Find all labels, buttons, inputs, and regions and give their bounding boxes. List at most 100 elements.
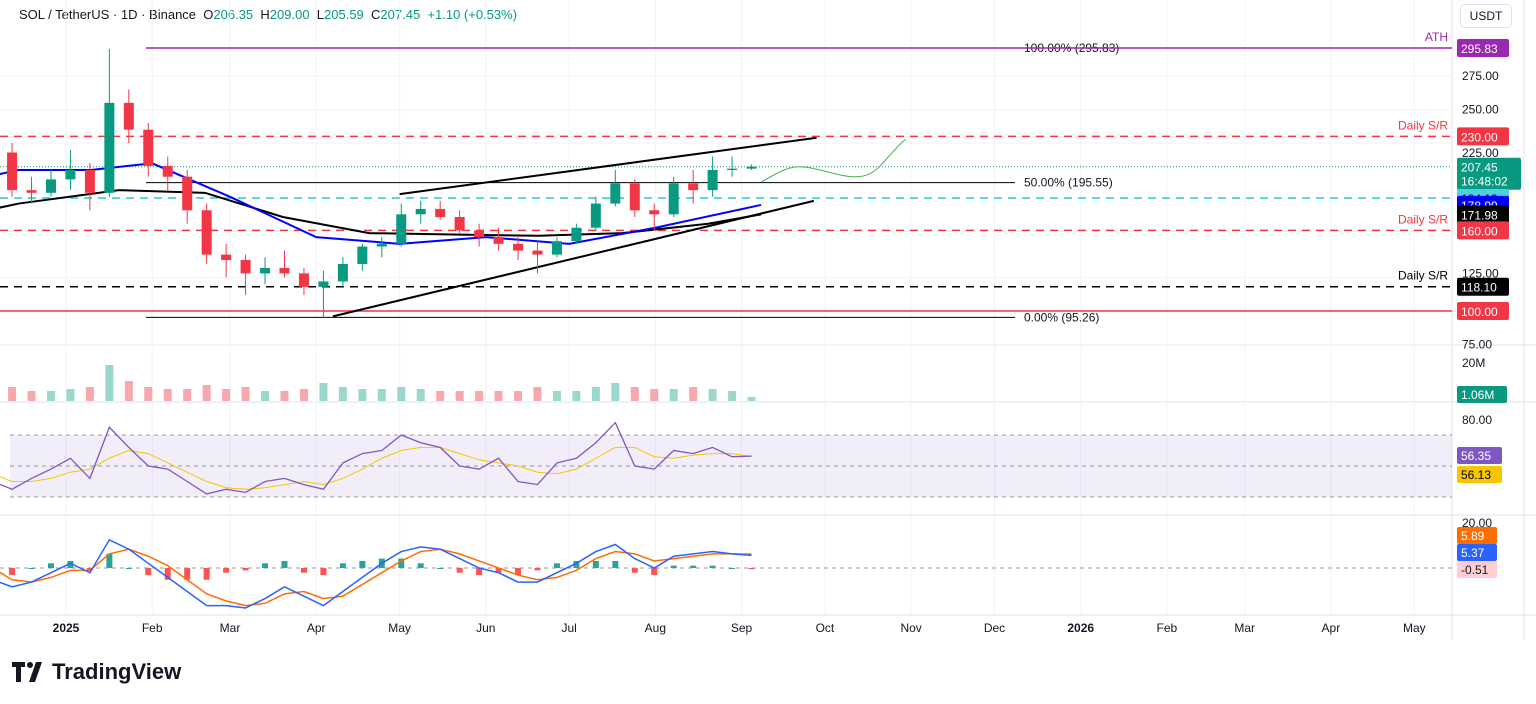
ema200-line — [0, 189, 762, 237]
candle-body — [279, 268, 290, 274]
macd-histogram-bar — [495, 568, 502, 573]
macd-histogram-bar — [262, 563, 269, 568]
volume-bar — [591, 387, 600, 401]
price-label: 171.98 — [1461, 208, 1498, 222]
x-tick-label: Jun — [476, 621, 495, 635]
price-label-bg — [1457, 277, 1509, 296]
volume-bar — [572, 391, 581, 401]
x-tick-label: Apr — [1322, 621, 1341, 635]
candle-body — [65, 169, 76, 180]
volume-bar — [708, 389, 717, 401]
volume-bar — [105, 365, 114, 401]
level-tag: Daily S/R — [1398, 212, 1448, 226]
x-tick-label: Oct — [816, 621, 835, 635]
candle-body — [396, 214, 407, 244]
open-label: O — [203, 7, 214, 22]
candle-body — [454, 216, 465, 231]
macd-hist-value: -0.51 — [1461, 563, 1489, 577]
tradingview-logo-icon — [12, 662, 42, 682]
fib-label: 50.00% (195.55) — [1024, 176, 1113, 190]
volume-tick: 20M — [1462, 356, 1485, 370]
macd-histogram-bar — [106, 553, 113, 568]
macd-histogram-bar — [456, 568, 463, 573]
candle-body — [493, 237, 504, 244]
candle-body — [688, 183, 699, 191]
candle-body — [571, 227, 582, 242]
candle-body — [629, 183, 640, 211]
volume-bar — [475, 391, 484, 401]
x-tick-label: Mar — [220, 621, 241, 635]
macd-histogram-bar — [398, 558, 405, 568]
volume-bar — [533, 387, 542, 401]
logo-text: TradingView — [52, 659, 182, 684]
volume-bar — [436, 391, 445, 401]
y-tick-label: 275.00 — [1462, 69, 1499, 83]
candle-body — [337, 263, 348, 282]
macd-histogram-bar — [612, 560, 619, 568]
volume-bar — [66, 389, 75, 401]
rsi-ma-label-bg — [1457, 466, 1502, 483]
volume-bar — [650, 389, 659, 401]
volume-bar — [8, 387, 17, 401]
candle-body — [435, 208, 446, 217]
macd-histogram-bar — [203, 568, 210, 580]
x-tick-label: May — [388, 621, 411, 635]
volume-bar — [416, 389, 425, 401]
macd-histogram-bar — [573, 560, 580, 568]
candle-body — [45, 179, 56, 193]
currency-button[interactable]: USDT — [1460, 4, 1512, 28]
candle-body — [182, 176, 193, 211]
low-value: 205.59 — [324, 7, 364, 22]
price-label: 118.10 — [1461, 281, 1497, 295]
rsi-label-bg — [1457, 447, 1502, 464]
volume-bar — [494, 391, 503, 401]
volume-bar — [747, 397, 756, 401]
level-tag: Daily S/R — [1398, 269, 1448, 283]
x-tick-label: Jul — [562, 621, 577, 635]
volume-bar — [261, 391, 270, 401]
level-tag: Daily S/R — [1398, 118, 1448, 132]
tradingview-logo[interactable]: TradingView — [12, 659, 181, 685]
volume-bar — [689, 387, 698, 401]
candle-body — [513, 243, 524, 251]
macd-histogram-bar — [223, 568, 230, 573]
macd-histogram-bar — [28, 568, 35, 569]
macd-histogram-bar — [281, 560, 288, 568]
volume-bar — [183, 389, 192, 401]
macd-histogram-bar — [476, 568, 483, 576]
macd-histogram-bar — [145, 568, 152, 576]
macd-macd-value: 5.37 — [1461, 546, 1485, 560]
volume-bar — [299, 389, 308, 401]
volume-bar — [222, 389, 231, 401]
volume-bar — [163, 389, 172, 401]
candle-body — [610, 183, 621, 204]
close-value: 207.45 — [380, 7, 421, 22]
candle-body — [260, 268, 271, 274]
volume-bar — [728, 391, 737, 401]
candle-body — [357, 246, 368, 264]
candle-body — [104, 102, 115, 193]
macd-line — [0, 538, 752, 609]
x-tick-label: 2025 — [53, 621, 80, 635]
volume-bar — [455, 391, 464, 401]
volume-bar — [124, 381, 133, 401]
channel-trendline — [399, 136, 817, 196]
y-tick-label: 75.00 — [1462, 338, 1492, 352]
candle-body — [746, 166, 757, 169]
projection-path — [760, 138, 906, 183]
candle-body — [162, 165, 173, 177]
channel-trendline — [332, 199, 815, 318]
volume-bar — [144, 387, 153, 401]
macd-signal-line — [0, 548, 752, 607]
macd-histogram-bar — [417, 563, 424, 568]
y-tick-label: 125.00 — [1462, 266, 1499, 280]
close-label: C — [371, 7, 381, 22]
macd-histogram-bar — [242, 568, 249, 571]
macd-label-bg — [1457, 561, 1497, 578]
price-label-bg — [1457, 39, 1509, 58]
candle-body — [298, 273, 309, 287]
macd-label-bg — [1457, 527, 1497, 544]
macd-label-bg — [1457, 544, 1497, 561]
